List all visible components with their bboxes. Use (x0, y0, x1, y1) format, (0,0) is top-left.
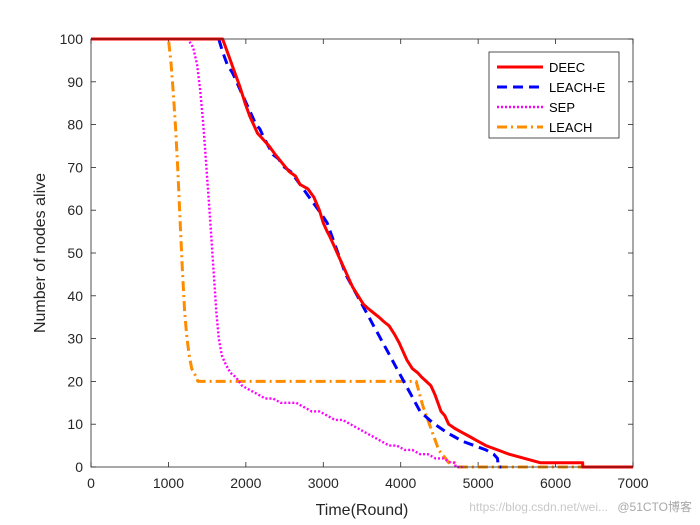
x-tick-label: 3000 (308, 475, 339, 491)
y-tick-label: 10 (67, 416, 83, 432)
y-tick-label: 20 (67, 373, 83, 389)
y-tick-label: 70 (67, 159, 83, 175)
y-tick-labels: 0 10 20 30 40 50 60 70 80 90 100 (60, 31, 84, 475)
x-tick-label: 4000 (385, 475, 416, 491)
y-tick-label: 50 (67, 245, 83, 261)
x-tick-label: 1000 (153, 475, 184, 491)
x-tick-label: 2000 (230, 475, 261, 491)
legend-label-leach: LEACH (549, 120, 592, 135)
series-line-deec (91, 37, 633, 469)
legend: DEEC LEACH-E SEP LEACH (488, 51, 620, 139)
x-axis-title: Time(Round) (316, 502, 409, 519)
legend-label-leach-e: LEACH-E (549, 80, 606, 95)
y-tick-label: 60 (67, 202, 83, 218)
x-tick-label: 6000 (540, 475, 571, 491)
watermark-url: https://blog.csdn.net/wei... (469, 500, 608, 514)
series-line-leach (91, 37, 633, 469)
axis-ticks (90, 38, 634, 468)
y-tick-label: 40 (67, 288, 83, 304)
y-tick-label: 0 (75, 459, 83, 475)
y-tick-label: 80 (67, 117, 83, 133)
series-line-sep (91, 37, 463, 469)
x-tick-label: 5000 (463, 475, 494, 491)
x-tick-labels: 0 1000 2000 3000 4000 5000 6000 7000 (87, 475, 649, 491)
y-tick-label: 100 (60, 31, 84, 47)
legend-label-deec: DEEC (549, 60, 585, 75)
y-tick-label: 90 (67, 74, 83, 90)
watermark: https://blog.csdn.net/wei... @51CTO博客 (469, 498, 692, 515)
x-tick-label: 0 (87, 475, 95, 491)
y-tick-label: 30 (67, 331, 83, 347)
x-tick-label: 7000 (617, 475, 648, 491)
watermark-brand: @51CTO博客 (617, 500, 692, 514)
series-layer (91, 37, 633, 469)
y-axis-title: Number of nodes alive (32, 173, 49, 333)
legend-label-sep: SEP (549, 100, 575, 115)
plot-frame (90, 38, 634, 468)
